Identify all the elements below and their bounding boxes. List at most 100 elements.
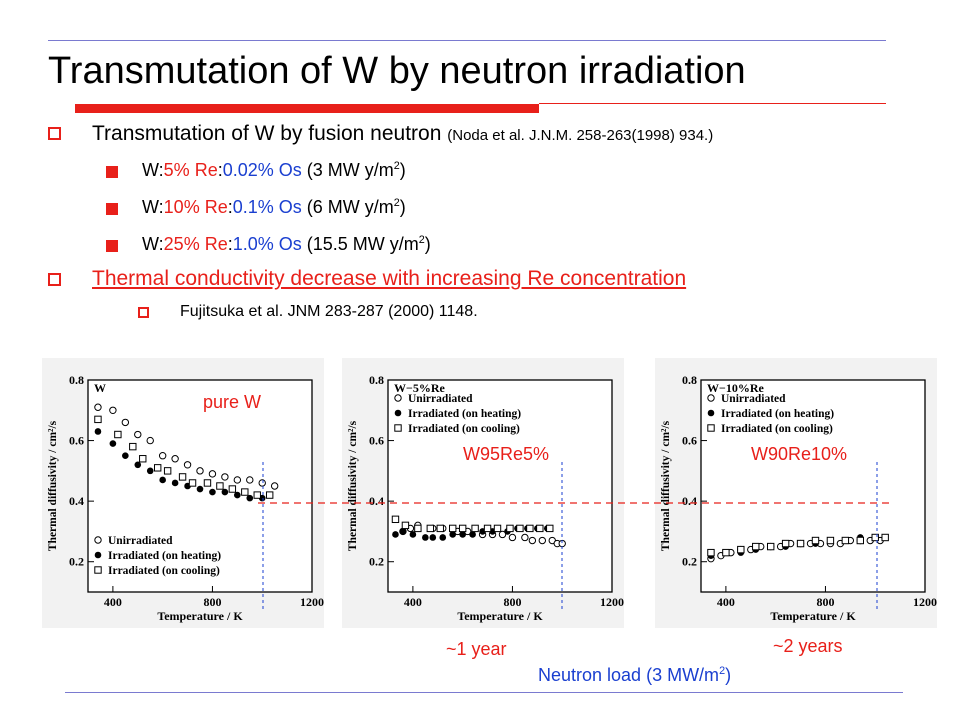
data-point-irradiated-cooling xyxy=(871,533,879,542)
data-point-irradiated-cooling xyxy=(265,491,274,499)
x-tick-label: 800 xyxy=(503,595,521,609)
data-point-unirradiated xyxy=(394,394,402,402)
label-neutron-load: Neutron load (3 MW/m2) xyxy=(538,665,731,686)
x-tick-label: 800 xyxy=(203,595,221,609)
composition-re: 10% Re xyxy=(163,197,228,217)
data-point-irradiated-heating xyxy=(122,452,129,460)
hollow-square-bullet-icon xyxy=(138,307,149,318)
data-point-irradiated-cooling xyxy=(153,464,162,472)
y-tick-label: 0.8 xyxy=(682,373,697,387)
composition-re: 25% Re xyxy=(163,234,228,254)
hollow-square-bullet-icon xyxy=(48,273,61,286)
label-pure-w: pure W xyxy=(203,392,262,412)
data-point-irradiated-cooling xyxy=(94,566,102,574)
data-point-irradiated-cooling xyxy=(536,524,544,533)
data-point-irradiated-heating xyxy=(439,534,447,541)
data-point-irradiated-cooling xyxy=(228,485,237,493)
data-point-irradiated-heating xyxy=(171,479,179,487)
plot-frame xyxy=(387,379,613,593)
legend-label: Irradiated (on cooling) xyxy=(108,565,220,577)
data-point-unirradiated xyxy=(508,533,517,542)
legend-label: Irradiated (on heating) xyxy=(108,550,221,562)
label-w95re5: W95Re5% xyxy=(463,444,550,464)
y-tick-label: 0.4 xyxy=(369,494,384,508)
composition-os: 0.1% Os xyxy=(232,197,302,217)
data-point-irradiated-cooling xyxy=(796,539,805,548)
y-tick-label: 0.2 xyxy=(682,555,697,569)
data-point-irradiated-heating xyxy=(394,409,402,417)
composition-close: ) xyxy=(399,197,406,217)
data-point-irradiated-cooling xyxy=(458,524,467,533)
composition-load: (15.5 MW y/m xyxy=(301,234,419,254)
data-point-irradiated-heating xyxy=(422,534,429,541)
y-tick-label: 0.6 xyxy=(682,434,697,448)
composition-close: ) xyxy=(399,160,406,180)
y-tick-label: 0.2 xyxy=(369,555,384,569)
label-w90re10: W90Re10% xyxy=(751,444,848,464)
data-point-irradiated-cooling xyxy=(178,473,187,481)
legend-label: Irradiated (on cooling) xyxy=(721,423,833,435)
data-point-unirradiated xyxy=(246,476,254,484)
label-one-year: ~1 year xyxy=(446,639,507,659)
data-point-irradiated-cooling xyxy=(449,524,457,533)
y-tick-label: 0.8 xyxy=(369,373,384,387)
data-point-unirradiated xyxy=(270,482,279,490)
data-point-unirradiated xyxy=(528,536,537,545)
data-point-irradiated-cooling xyxy=(253,491,261,499)
composition-os: 0.02% Os xyxy=(222,160,302,180)
solid-square-bullet-icon xyxy=(106,166,118,178)
data-point-unirradiated xyxy=(498,530,507,539)
data-point-irradiated-cooling xyxy=(526,524,534,533)
data-point-irradiated-cooling xyxy=(781,539,790,548)
composition-item: W:5% Re:0.02% Os (3 MW y/m2) xyxy=(142,160,406,181)
data-point-irradiated-cooling xyxy=(841,536,850,545)
data-point-irradiated-cooling xyxy=(436,524,444,533)
composition-close: ) xyxy=(424,234,431,254)
data-point-irradiated-cooling xyxy=(163,467,172,475)
data-point-irradiated-cooling xyxy=(139,455,147,463)
reference-fujitsuka: Fujitsuka et al. JNM 283-287 (2000) 1148… xyxy=(180,303,478,320)
data-point-irradiated-heating xyxy=(134,461,142,469)
composition-item: W:10% Re:0.1% Os (6 MW y/m2) xyxy=(142,197,406,218)
solid-square-bullet-icon xyxy=(106,240,118,252)
data-point-irradiated-cooling xyxy=(114,430,122,439)
y-axis-label: Thermal diffusivity / cm²/s xyxy=(47,420,59,551)
composition-sep: : xyxy=(227,197,233,217)
data-point-unirradiated xyxy=(221,473,229,481)
neutron-load-sup: 2 xyxy=(719,665,726,677)
hollow-square-bullet-icon xyxy=(48,127,61,140)
composition-w: W: xyxy=(142,197,164,217)
data-point-unirradiated xyxy=(109,406,117,414)
data-point-unirradiated xyxy=(134,430,142,439)
data-point-irradiated-cooling xyxy=(203,479,212,487)
data-point-irradiated-cooling xyxy=(471,524,479,533)
data-point-irradiated-heating xyxy=(707,409,715,417)
data-point-irradiated-cooling xyxy=(826,536,835,545)
x-tick-label: 400 xyxy=(104,595,122,609)
chart-title: W−5%Re xyxy=(394,381,446,395)
x-axis-label: Temperature / K xyxy=(457,609,543,623)
data-point-irradiated-cooling xyxy=(493,524,502,533)
data-point-irradiated-heating xyxy=(469,531,476,538)
data-point-irradiated-cooling xyxy=(752,542,760,551)
data-point-irradiated-cooling xyxy=(129,442,137,451)
composition-w: W: xyxy=(142,234,164,254)
composition-w: W: xyxy=(142,160,164,180)
data-point-irradiated-heating xyxy=(409,531,417,538)
data-point-irradiated-cooling xyxy=(391,515,400,524)
legend-label: Unirradiated xyxy=(408,393,473,405)
reference-noda: (Noda et al. J.N.M. 258-263(1998) 934.) xyxy=(447,127,714,144)
title-red-bar xyxy=(75,104,539,113)
x-tick-label: 400 xyxy=(717,595,735,609)
data-point-irradiated-heating xyxy=(234,491,241,499)
data-point-irradiated-cooling xyxy=(546,524,554,533)
data-point-unirradiated xyxy=(146,436,154,445)
composition-os: 1.0% Os xyxy=(232,234,302,254)
legend-label: Irradiated (on cooling) xyxy=(408,423,520,435)
data-point-irradiated-heating xyxy=(196,485,204,493)
composition-sep: : xyxy=(217,160,223,180)
y-axis-label: Thermal diffusivity / cm²/s xyxy=(660,420,672,551)
composition-re: 5% Re xyxy=(163,160,218,180)
data-point-unirradiated xyxy=(538,536,547,545)
bullet-transmutation-text: Transmutation of W by fusion neutron xyxy=(92,122,442,145)
